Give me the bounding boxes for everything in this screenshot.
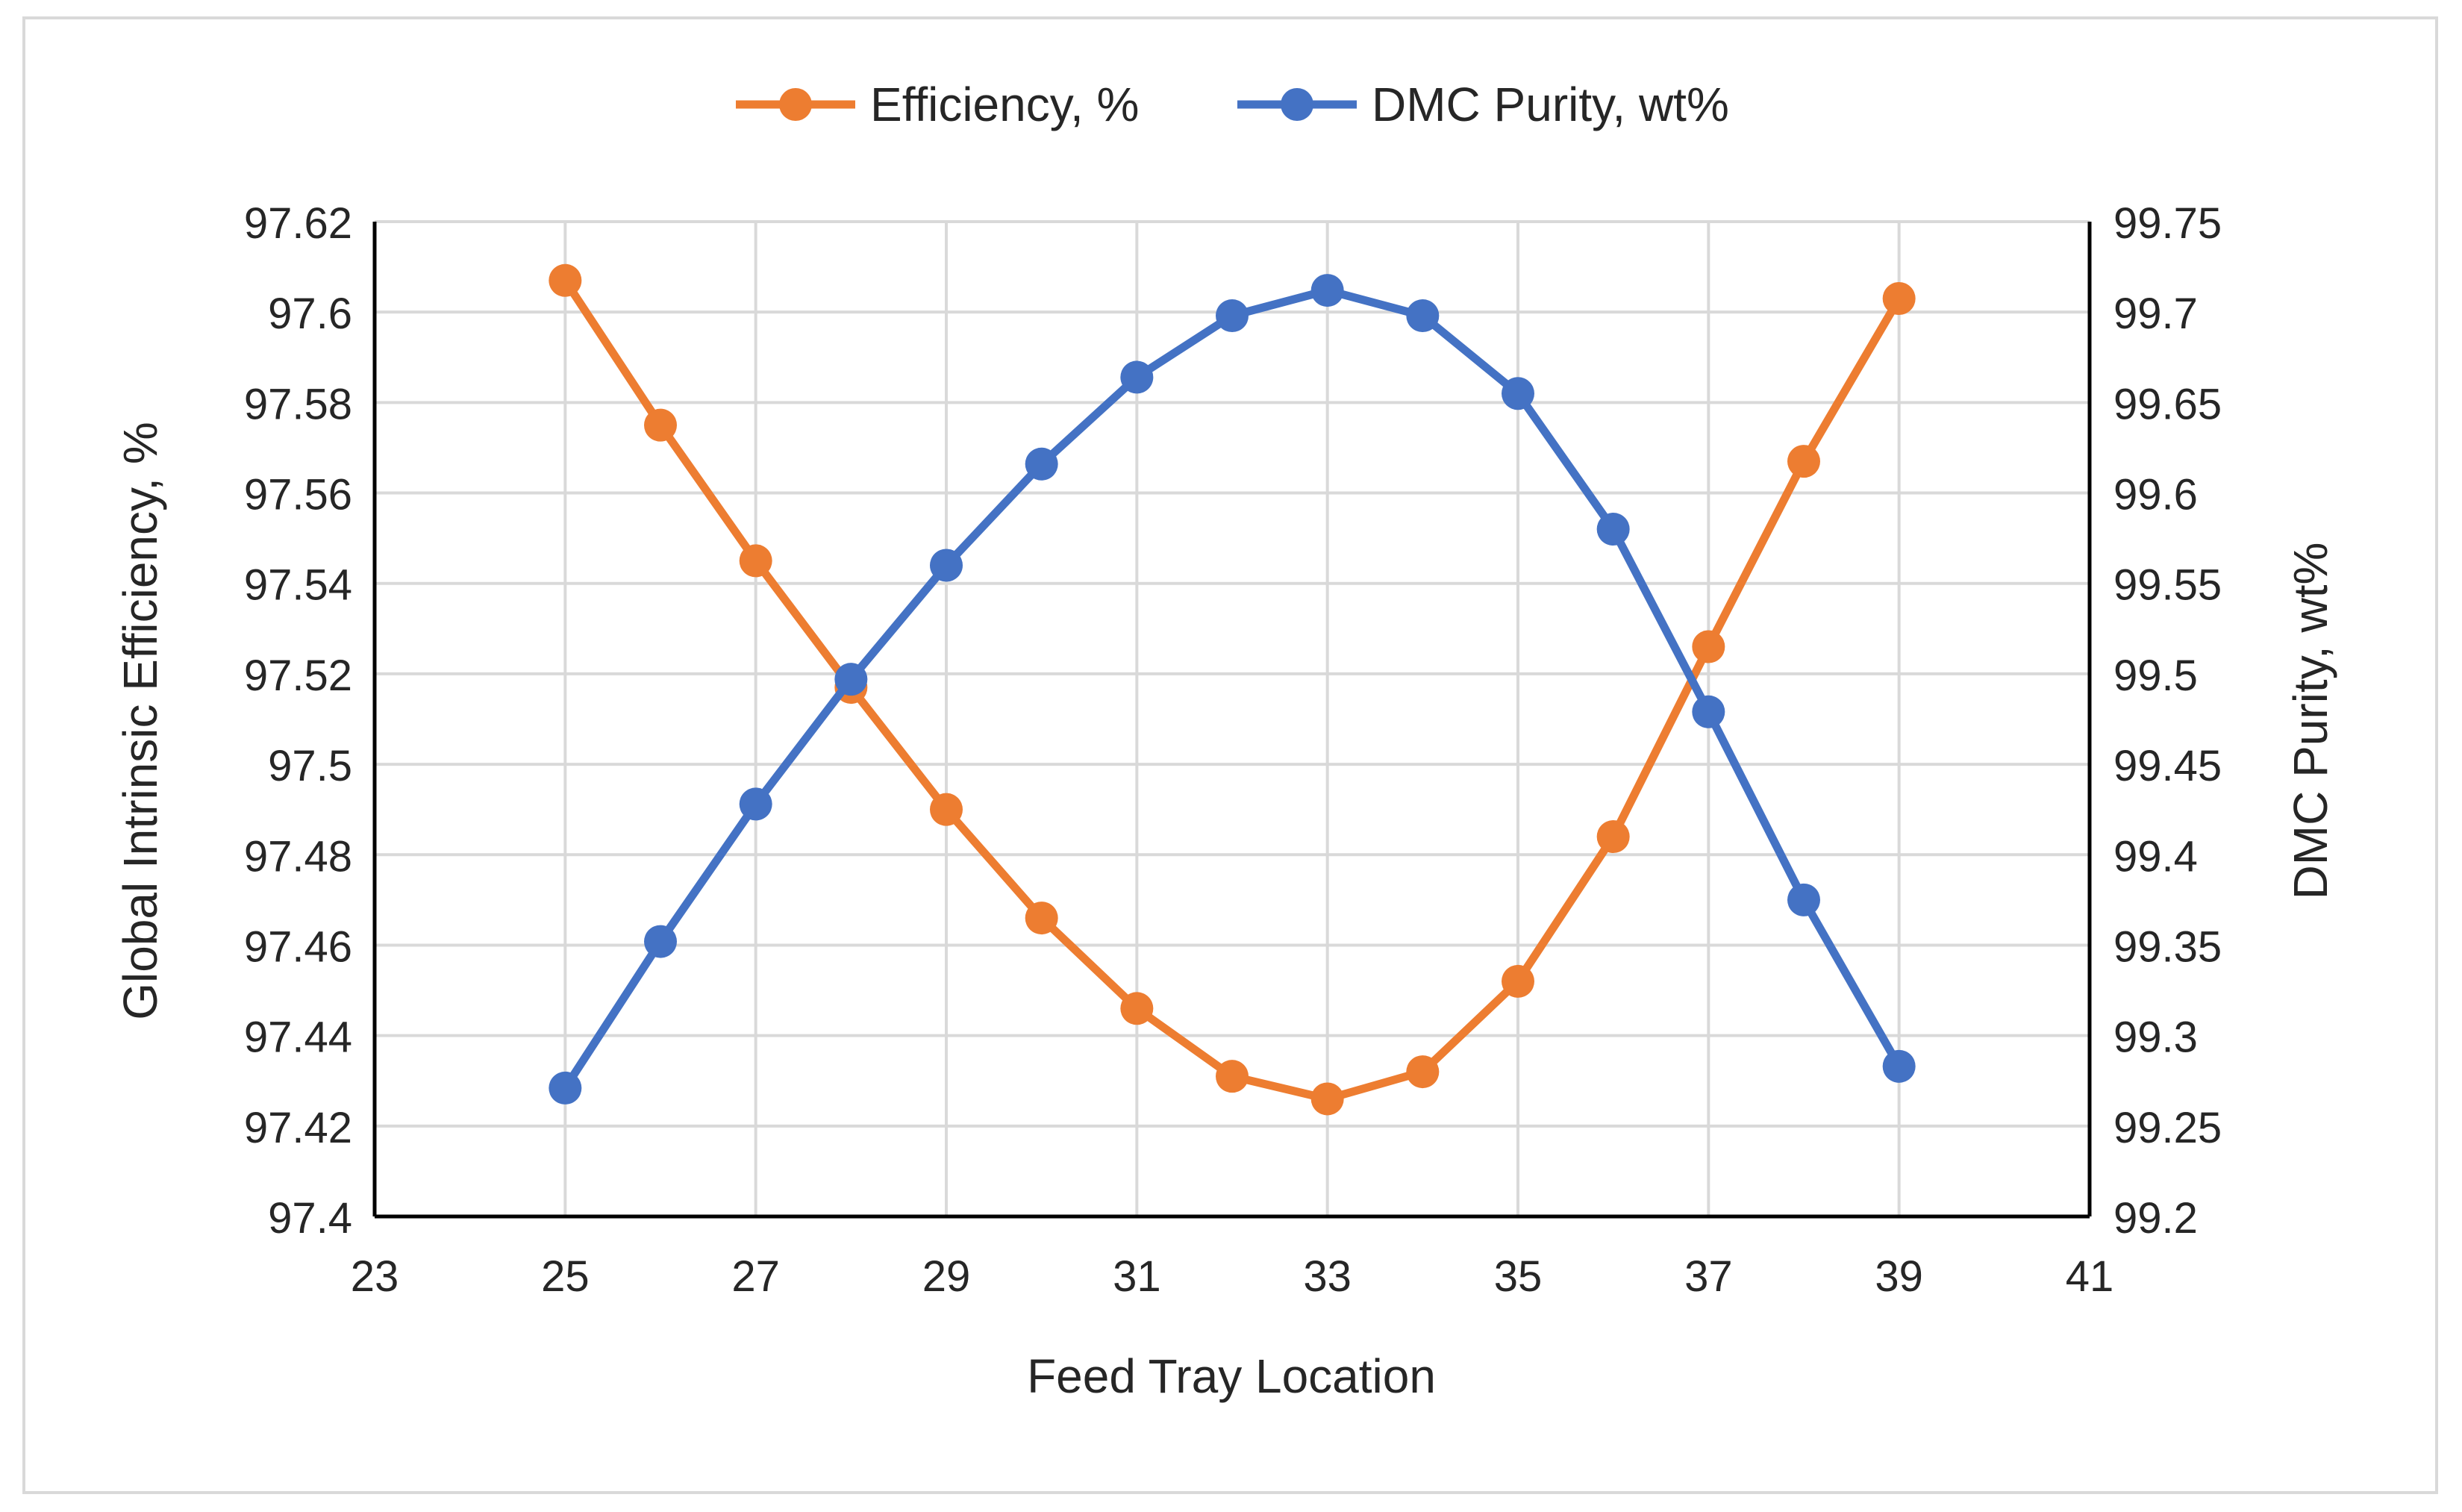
legend-label-dmc-purity: DMC Purity, wt%	[1372, 78, 1729, 131]
data-point-efficiency	[1310, 1082, 1344, 1116]
data-point-dmc-purity	[1692, 695, 1725, 728]
data-point-dmc-purity	[549, 1071, 582, 1105]
x-tick-label: 23	[351, 1252, 399, 1301]
y2-tick-label: 99.5	[2113, 652, 2198, 700]
data-point-dmc-purity	[1787, 883, 1820, 916]
data-point-efficiency	[1596, 820, 1630, 854]
y-tick-label: 97.48	[244, 832, 352, 881]
x-tick-label: 39	[1875, 1252, 1923, 1301]
y2-tick-label: 99.6	[2113, 471, 2198, 519]
y-tick-label: 97.5	[268, 742, 352, 790]
x-tick-label: 37	[1684, 1252, 1733, 1301]
y2-tick-label: 99.25	[2113, 1104, 2222, 1152]
legend-marker-efficiency	[779, 88, 812, 121]
data-point-dmc-purity	[644, 925, 677, 958]
y-tick-label: 97.46	[244, 922, 352, 971]
legend-item-dmc-purity: DMC Purity, wt%	[1237, 78, 1729, 131]
data-point-dmc-purity	[1025, 447, 1058, 481]
y2-tick-label: 99.55	[2113, 561, 2222, 610]
data-point-dmc-purity	[739, 787, 772, 821]
x-tick-label: 31	[1113, 1252, 1161, 1301]
x-tick-label: 41	[2066, 1252, 2114, 1301]
data-point-efficiency	[1120, 992, 1154, 1025]
data-point-efficiency	[1787, 445, 1820, 478]
series-line-dmc-purity	[560, 286, 1904, 1093]
data-point-dmc-purity	[1406, 299, 1440, 333]
legend: Efficiency, % DMC Purity, wt%	[736, 78, 1729, 131]
data-point-dmc-purity	[1310, 274, 1344, 307]
data-point-efficiency	[1502, 964, 1534, 998]
legend-label-efficiency: Efficiency, %	[870, 78, 1139, 131]
data-point-dmc-purity	[1120, 360, 1154, 394]
data-point-efficiency	[644, 408, 677, 442]
x-tick-label: 25	[541, 1252, 590, 1301]
y-tick-label: 97.6	[268, 290, 352, 338]
x-tick-label: 27	[731, 1252, 780, 1301]
chart-frame	[22, 16, 2438, 1494]
data-point-efficiency	[1406, 1055, 1440, 1089]
y2-tick-label: 99.2	[2113, 1194, 2198, 1243]
data-point-dmc-purity	[834, 663, 868, 696]
y-tick-label: 97.58	[244, 380, 352, 428]
y-tick-label: 97.56	[244, 471, 352, 519]
data-point-efficiency	[930, 793, 963, 826]
data-point-dmc-purity	[930, 549, 963, 582]
y2-tick-label: 99.45	[2113, 742, 2222, 790]
data-point-efficiency	[1216, 1060, 1249, 1093]
data-point-efficiency	[1692, 630, 1725, 663]
y2-tick-label: 99.65	[2113, 380, 2222, 428]
y-tick-label: 97.4	[268, 1194, 352, 1243]
tick-labels: 97.4 97.42 97.44 97.46 97.48 97.5 97.52 97.54 97…	[244, 199, 2222, 1301]
y2-tick-label: 99.4	[2113, 832, 2198, 881]
y2-tick-label: 99.35	[2113, 922, 2222, 971]
y-tick-label: 97.62	[244, 199, 352, 248]
data-point-efficiency	[549, 263, 582, 297]
y-tick-label: 97.44	[244, 1013, 352, 1062]
y-axis-label-right: DMC Purity, wt%	[2284, 543, 2337, 900]
y-tick-label: 97.42	[244, 1104, 352, 1152]
data-point-efficiency	[1025, 902, 1058, 935]
y-axis-label-left: Global Intrinsic Efficiency, %	[113, 422, 167, 1020]
data-point-dmc-purity	[1882, 1049, 1916, 1083]
y2-tick-label: 99.7	[2113, 290, 2198, 338]
data-point-dmc-purity	[1502, 377, 1534, 410]
y2-tick-label: 99.75	[2113, 199, 2222, 248]
y2-tick-label: 99.3	[2113, 1013, 2198, 1062]
series-group	[549, 263, 1916, 1116]
data-point-dmc-purity	[1596, 513, 1630, 546]
x-tick-label: 33	[1303, 1252, 1352, 1301]
axes	[372, 222, 2092, 1219]
data-point-dmc-purity	[1216, 299, 1249, 333]
x-tick-label: 29	[922, 1252, 971, 1301]
x-axis-label: Feed Tray Location	[1027, 1349, 1436, 1403]
data-point-efficiency	[739, 544, 772, 578]
legend-marker-dmc-purity	[1281, 88, 1313, 121]
x-tick-label: 35	[1494, 1252, 1543, 1301]
y-tick-label: 97.52	[244, 652, 352, 700]
data-point-efficiency	[1882, 282, 1916, 316]
legend-item-efficiency: Efficiency, %	[736, 78, 1139, 131]
y-tick-label: 97.54	[244, 561, 352, 610]
